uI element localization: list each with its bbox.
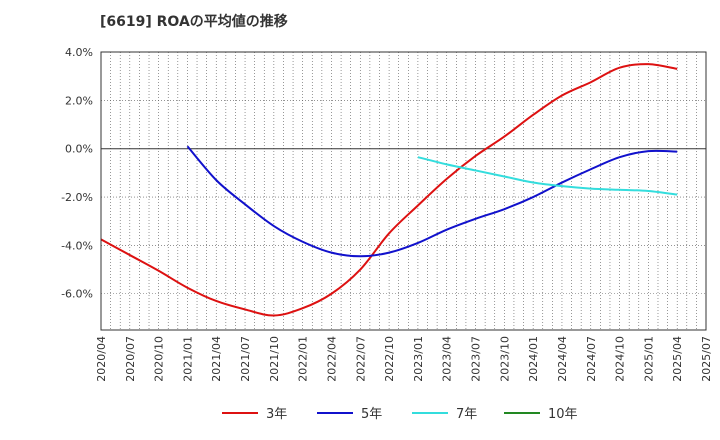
legend-label: 5年 [361,407,382,422]
x-axis: 2020/04 2020/07 2020/10 2021/01 2021/04 2021/… [95,336,713,382]
y-tick-label: 4.0% [65,46,93,59]
legend-label: 3年 [266,407,287,422]
x-tick-label: 2020/04 [95,336,108,382]
x-tick-label: 2022/10 [383,336,396,382]
y-tick-label: -2.0% [61,191,93,204]
x-tick-label: 2024/01 [527,336,540,382]
x-tick-label: 2025/04 [671,336,684,382]
x-tick-label: 2021/04 [210,336,223,382]
series-line-7年 [417,156,678,196]
x-tick-label: 2024/07 [585,336,598,382]
grid-lines [101,52,706,330]
x-tick-label: 2022/01 [297,336,310,382]
y-tick-label: -4.0% [61,239,93,252]
x-tick-label: 2022/04 [325,336,338,382]
y-tick-label: 0.0% [65,143,93,156]
y-axis: 4.0% 2.0% 0.0% -2.0% -4.0% -6.0% [61,46,93,301]
x-tick-label: 2020/07 [124,336,137,382]
x-tick-label: 2025/01 [642,336,655,382]
data-series [100,63,678,317]
x-tick-label: 2024/10 [614,336,627,382]
legend: 3年 5年 7年 10年 [222,407,578,422]
y-tick-label: 2.0% [65,94,93,107]
x-tick-label: 2023/07 [470,336,483,382]
series-line-3年 [100,63,678,317]
x-tick-label: 2021/10 [268,336,281,382]
x-tick-label: 2021/01 [181,336,194,382]
x-tick-label: 2023/10 [498,336,511,382]
y-tick-label: -6.0% [61,288,93,301]
x-tick-label: 2020/10 [153,336,166,382]
x-tick-label: 2022/07 [354,336,367,382]
x-tick-label: 2025/07 [700,336,713,382]
legend-label: 10年 [548,407,578,422]
x-tick-label: 2023/01 [412,336,425,382]
legend-label: 7年 [456,407,477,422]
chart-title: [6619] ROAの平均値の推移 [100,13,288,30]
x-tick-label: 2023/04 [441,336,454,382]
series-line-5年 [186,145,678,258]
plot-area-border [100,51,707,331]
x-tick-label: 2021/07 [239,336,252,382]
x-tick-label: 2024/04 [556,336,569,382]
